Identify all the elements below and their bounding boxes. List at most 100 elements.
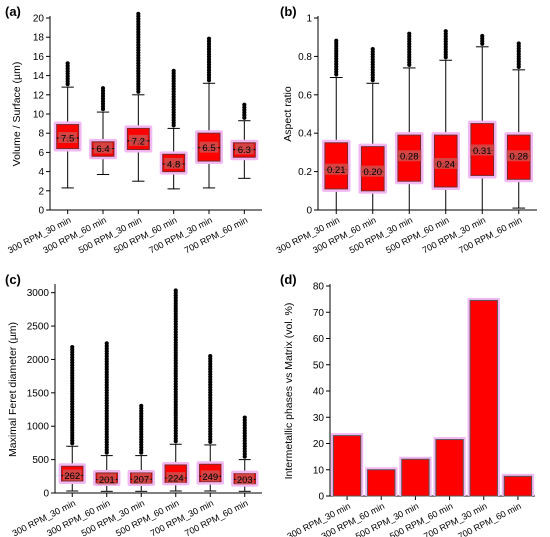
median-label: 6.3 bbox=[238, 145, 251, 156]
bar bbox=[469, 299, 498, 497]
median-label: 0.20 bbox=[364, 167, 383, 178]
median-label: 7.5 bbox=[61, 134, 74, 145]
outlier-point bbox=[100, 86, 106, 91]
y-tick-label: 14 bbox=[33, 71, 45, 82]
outlier-point bbox=[480, 33, 485, 39]
outlier-point bbox=[173, 288, 178, 293]
median-label: 0.28 bbox=[510, 152, 529, 163]
y-tick-label: 3000 bbox=[27, 288, 50, 299]
median-label-bg bbox=[97, 473, 117, 485]
outlier-point bbox=[242, 102, 247, 107]
y-tick-label: 0 bbox=[318, 492, 324, 503]
median-label-bg bbox=[360, 165, 385, 177]
median-label-bg bbox=[164, 157, 184, 169]
median-label: 7.2 bbox=[132, 136, 145, 147]
y-tick-label: 20 bbox=[313, 439, 325, 450]
y-tick-label: 20 bbox=[33, 14, 45, 25]
panel-a-volume-surface-boxplot: (a) 0 2 4 6 8 10 12 14 16 18 20 Volume / Surface (µm… bbox=[5, 4, 262, 255]
y-tick-label: 1000 bbox=[27, 422, 50, 433]
median-label: 224 bbox=[168, 474, 184, 485]
median-label-bg bbox=[324, 163, 349, 175]
bar bbox=[367, 469, 396, 497]
y-tick-label: 0.8 bbox=[298, 52, 312, 63]
median-label: 4.8 bbox=[167, 159, 180, 170]
y-tick-label: 1 bbox=[306, 14, 312, 25]
y-axis-label: Aspect ratio bbox=[282, 86, 294, 142]
median-label-bg bbox=[93, 142, 113, 154]
y-tick-label: 50 bbox=[313, 360, 325, 371]
x-tick-label: 700 RPM_60 min bbox=[457, 215, 524, 255]
y-tick-label: 0.6 bbox=[298, 90, 312, 101]
outlier-point bbox=[65, 61, 70, 66]
y-tick-label: 12 bbox=[33, 90, 45, 101]
median-label-bg bbox=[234, 143, 254, 155]
outlier-point bbox=[407, 31, 412, 36]
bar bbox=[401, 458, 430, 497]
outlier-point bbox=[70, 344, 75, 350]
bar bbox=[503, 475, 533, 497]
median-label-bg bbox=[470, 144, 495, 156]
x-tick-label: 500 RPM_60 min bbox=[384, 215, 451, 255]
median-label-bg bbox=[62, 469, 82, 481]
outlier-point bbox=[370, 46, 375, 52]
outlier-point bbox=[104, 341, 109, 346]
outlier-point bbox=[139, 403, 144, 408]
x-tick-label: 300 RPM_60 min bbox=[311, 215, 378, 255]
y-tick-label: 0 bbox=[306, 206, 312, 217]
x-tick-label: 700 RPM_30 min bbox=[421, 215, 488, 255]
y-tick-label: 16 bbox=[33, 52, 45, 63]
y-tick-label: 2 bbox=[38, 186, 44, 197]
outlier-point bbox=[516, 41, 521, 46]
median-label: 207 bbox=[133, 475, 149, 486]
median-label: 0.31 bbox=[473, 146, 492, 157]
outlier-point bbox=[206, 36, 212, 41]
y-tick-label: 1500 bbox=[27, 388, 50, 399]
median-label: 0.24 bbox=[437, 159, 456, 170]
bar bbox=[332, 435, 362, 497]
panel-d-intermetallic-bar-chart: (d) 0 10 20 30 40 50 60 70 80 Intermetallic phases… bbox=[280, 272, 535, 537]
y-tick-label: 18 bbox=[33, 33, 45, 44]
y-tick-label: 0.4 bbox=[298, 129, 312, 140]
y-tick-label: 6 bbox=[38, 148, 44, 159]
median-label: 262 bbox=[64, 471, 80, 482]
outlier-point bbox=[443, 29, 448, 34]
outlier-point bbox=[136, 11, 141, 16]
median-label-bg bbox=[166, 472, 186, 484]
y-tick-label: 0.2 bbox=[298, 167, 312, 178]
median-label-bg bbox=[58, 132, 78, 143]
median-label-bg bbox=[506, 150, 531, 162]
median-label-bg bbox=[433, 157, 458, 169]
median-label-bg bbox=[235, 473, 255, 485]
median-label-bg bbox=[397, 150, 422, 162]
y-tick-label: 60 bbox=[313, 334, 325, 345]
y-axis-label: Volume / Surface (µm) bbox=[11, 62, 23, 167]
y-tick-label: 10 bbox=[33, 110, 45, 121]
outlier-point bbox=[334, 38, 339, 43]
median-label: 6.5 bbox=[202, 143, 215, 154]
panel-label: (d) bbox=[280, 272, 297, 287]
x-tick-label: 700 RPM_60 min bbox=[183, 215, 250, 255]
y-tick-label: 70 bbox=[313, 308, 325, 319]
median-label: 249 bbox=[202, 472, 218, 483]
y-tick-label: 2000 bbox=[27, 355, 50, 366]
median-label: 6.4 bbox=[96, 144, 109, 155]
y-axis-label: Intermetallic phases vs Matrix (vol. %) bbox=[283, 303, 295, 480]
y-tick-label: 2500 bbox=[27, 322, 50, 333]
median-label-bg bbox=[131, 473, 151, 485]
median-label: 0.21 bbox=[327, 165, 346, 176]
outlier-point bbox=[171, 68, 176, 73]
x-tick-label: 500 RPM_30 min bbox=[348, 215, 415, 255]
panel-label: (a) bbox=[5, 4, 21, 19]
median-label: 0.28 bbox=[400, 152, 419, 163]
y-tick-label: 0 bbox=[43, 489, 49, 500]
y-tick-label: 80 bbox=[313, 282, 325, 293]
outlier-point bbox=[242, 415, 247, 420]
median-label-bg bbox=[200, 470, 220, 482]
bar bbox=[435, 439, 464, 497]
median-label-bg bbox=[199, 141, 219, 153]
panel-label: (c) bbox=[5, 272, 21, 287]
median-label: 203 bbox=[237, 475, 253, 486]
y-tick-label: 8 bbox=[38, 129, 44, 140]
